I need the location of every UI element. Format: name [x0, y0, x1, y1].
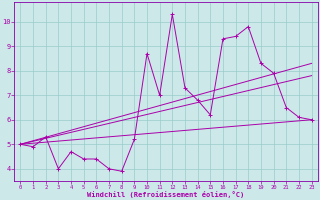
X-axis label: Windchill (Refroidissement éolien,°C): Windchill (Refroidissement éolien,°C) [87, 191, 244, 198]
